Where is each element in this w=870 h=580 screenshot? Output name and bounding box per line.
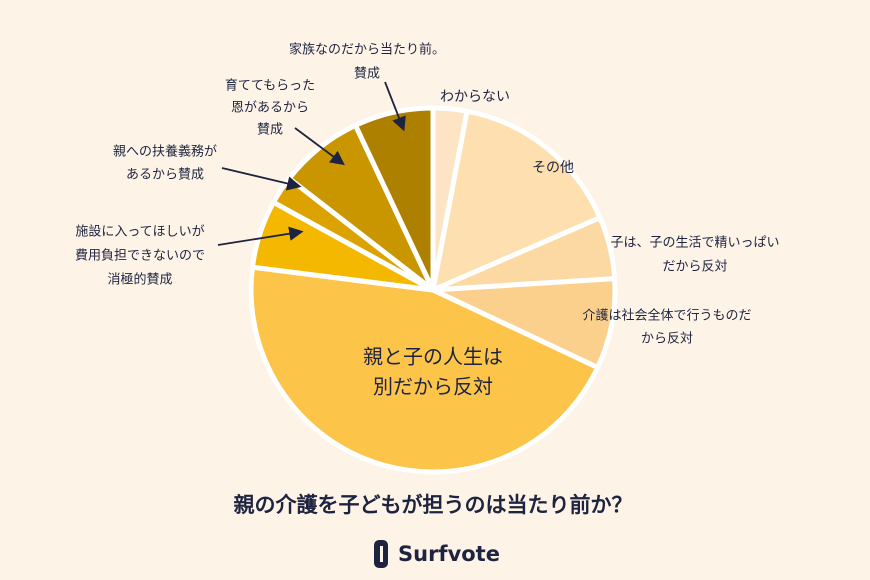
logo-text: Surfvote: [398, 542, 500, 566]
slice-label: 介護は社会全体で行うものだ: [582, 308, 751, 324]
chart-title: 親の介護を子どもが担うのは当たり前か？: [234, 493, 633, 517]
slice-label: 親への扶養義務が: [113, 144, 217, 160]
slice-label: わからない: [440, 89, 510, 105]
slice-label: その他: [532, 160, 574, 176]
slice-label: から反対: [641, 332, 693, 347]
label-arrow: [384, 81, 406, 132]
slice-label: 消極的賛成: [107, 272, 172, 288]
slice-label: だから反対: [662, 260, 727, 275]
slice-label: 家族なのだから当たり前。: [289, 42, 445, 58]
labels: わからないその他子は、子の生活で精いっぱいだから反対介護は社会全体で行うものだか…: [75, 42, 780, 399]
slice-label: あるから賛成: [126, 168, 204, 183]
slice-label: 子は、子の生活で精いっぱい: [610, 236, 779, 251]
label-arrow: [217, 226, 304, 246]
label-arrow: [221, 167, 302, 191]
slice-label: 恩があるから: [231, 101, 309, 116]
pie-slice: [430, 108, 603, 293]
logo: Surfvote: [374, 540, 500, 568]
slice-label: 賛成: [354, 67, 380, 82]
slice-label: 賛成: [257, 123, 283, 138]
pie-slice: [353, 105, 436, 293]
slice-label: 親と子の人生は: [363, 345, 503, 369]
slice-label: 育ててもらった: [225, 78, 315, 94]
pie: [248, 105, 618, 475]
slice-label: 費用負担できないので: [75, 249, 205, 264]
slice-label: 別だから反対: [373, 375, 493, 399]
logo-icon-cut: [380, 546, 383, 562]
pie-slice: [248, 264, 601, 475]
slice-label: 施設に入ってほしいが: [75, 224, 204, 240]
label-arrow: [294, 127, 345, 166]
